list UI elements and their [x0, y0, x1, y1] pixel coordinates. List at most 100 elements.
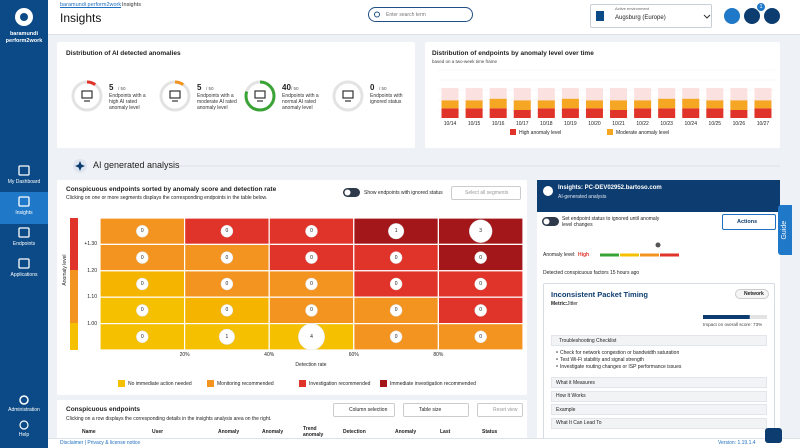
- nav-help[interactable]: Help: [18, 432, 30, 438]
- nav-item[interactable]: Insights: [15, 210, 33, 216]
- bar-segment: [706, 100, 724, 109]
- cell-count: 3: [479, 228, 483, 235]
- environment-select[interactable]: [590, 4, 712, 28]
- select-all-button[interactable]: [451, 186, 521, 200]
- bar-segment: [658, 98, 676, 109]
- chat-button[interactable]: [765, 428, 782, 443]
- cell-count: 0: [310, 228, 313, 235]
- cell-count: 0: [394, 333, 398, 340]
- nav-item[interactable]: My Dashboard: [7, 179, 41, 185]
- accordion-title[interactable]: How It Works: [556, 393, 586, 399]
- nav-item[interactable]: Applications: [10, 272, 38, 278]
- column-header[interactable]: Trend anomaly: [303, 426, 324, 438]
- accordion-title[interactable]: What It Can Lead To: [556, 420, 602, 426]
- checklist-item: Test Wi-Fi stability and signal strength: [560, 356, 644, 363]
- x-tick-label: 10/17: [515, 121, 529, 127]
- nav-admin[interactable]: Administration: [8, 407, 40, 413]
- details-subtitle: AI-generated analysis: [558, 194, 607, 200]
- details-header: [537, 180, 780, 212]
- bar-segment: [537, 100, 555, 109]
- count-bubble: [389, 304, 403, 317]
- column-header[interactable]: Status: [482, 429, 498, 435]
- bar-segment: [610, 100, 628, 110]
- legend-swatch: [380, 380, 387, 387]
- guide-label[interactable]: Guide: [780, 220, 788, 240]
- count-bubble: [389, 251, 403, 264]
- checklist-item: Investigate routing changes or ISP perfo…: [560, 363, 682, 370]
- column-header[interactable]: Detection: [343, 429, 366, 435]
- select-all-label[interactable]: Select all segments: [465, 190, 509, 196]
- actions-button[interactable]: [722, 214, 776, 230]
- cell-count: 0: [140, 228, 144, 235]
- x-tick-label: 10/16: [491, 121, 505, 127]
- table-button-label[interactable]: Table size: [419, 407, 442, 413]
- table-button-label[interactable]: Column selection: [349, 407, 388, 413]
- count-bubble: [220, 251, 234, 264]
- page-title: Insights: [60, 11, 102, 25]
- checklist-title[interactable]: Troubleshooting Checklist: [559, 337, 617, 344]
- table-button[interactable]: [333, 403, 395, 417]
- cell-count: 0: [225, 254, 229, 261]
- gauge-icon: [81, 90, 93, 99]
- anomaly-total: / 50: [118, 86, 126, 91]
- gauge-track: [159, 80, 191, 112]
- notification-badge: [756, 2, 766, 12]
- toggle-label[interactable]: Show endpoints with ignored status: [364, 189, 443, 196]
- column-header[interactable]: Anomaly: [395, 429, 417, 435]
- bar-segment: [513, 110, 531, 118]
- heatmap-cell[interactable]: [99, 270, 186, 298]
- cell-count: 1: [394, 228, 398, 235]
- x-tick-label: 10/23: [660, 121, 673, 127]
- factor-tag-label: Network: [744, 291, 764, 297]
- bar-segment: [441, 100, 459, 109]
- accordion[interactable]: [551, 417, 767, 429]
- admin-icon: [19, 395, 29, 405]
- card-title: Distribution of AI detected anomalies: [66, 50, 181, 57]
- y-tick-label: 1.10: [87, 294, 97, 301]
- nav-item[interactable]: Endpoints: [12, 241, 36, 247]
- accordion[interactable]: [551, 377, 767, 388]
- guide-tab[interactable]: [778, 205, 792, 255]
- column-header[interactable]: Anomaly: [262, 429, 284, 435]
- column-header[interactable]: Anomaly: [218, 429, 240, 435]
- count-bubble: [388, 223, 405, 240]
- count-bubble: [469, 219, 493, 243]
- ignore-toggle-label[interactable]: Set endpoint status to ignored until ano…: [562, 216, 660, 228]
- detected-label: Detected conspicuous factors 15 hours ag…: [543, 270, 640, 276]
- column-header[interactable]: Name: [82, 429, 96, 435]
- anomaly-card: [57, 42, 415, 148]
- table-button-label[interactable]: Reset view: [493, 407, 518, 413]
- column-header[interactable]: User: [152, 429, 164, 435]
- legend-label: Immediate investigation recommended: [390, 381, 476, 387]
- impact-label: Impact on overall score: 73%: [703, 322, 763, 327]
- anomaly-level-value: High: [578, 252, 590, 258]
- chart-subtitle: based on a two-week time frame: [432, 59, 498, 64]
- table-button[interactable]: [477, 403, 523, 417]
- gauge-track: [71, 80, 103, 112]
- factor-title: Inconsistent Packet Timing: [551, 290, 648, 299]
- search-placeholder: Enter search term: [386, 11, 426, 18]
- table-button[interactable]: [403, 403, 469, 417]
- accordion[interactable]: [551, 390, 767, 402]
- bar-segment: [730, 110, 748, 118]
- factor-tag: [735, 289, 769, 299]
- gauge-icon: [169, 90, 181, 99]
- x-tick-label: 10/18: [540, 121, 553, 127]
- search-box[interactable]: [368, 7, 473, 22]
- nav-icon: [18, 227, 30, 238]
- accordion-title[interactable]: What it Measures: [556, 379, 595, 386]
- sidebar: [0, 0, 48, 448]
- bar-segment: [682, 98, 700, 109]
- footer-links[interactable]: Disclaimer | Privacy & license notice: [60, 440, 141, 446]
- section-title: AI generated analysis: [93, 160, 180, 170]
- cell-count: 0: [394, 307, 398, 314]
- breadcrumb-link[interactable]: baramundi perform2work: [60, 2, 122, 8]
- version: Version: 1.19.1.4: [718, 440, 756, 446]
- heatmap-cell[interactable]: [353, 217, 439, 245]
- actions-label[interactable]: Actions: [737, 218, 758, 225]
- accordion-title[interactable]: Example: [556, 406, 576, 413]
- count-bubble: [305, 304, 318, 317]
- column-header[interactable]: Last: [440, 429, 451, 435]
- checklist-header[interactable]: [551, 335, 767, 346]
- accordion[interactable]: [551, 404, 767, 415]
